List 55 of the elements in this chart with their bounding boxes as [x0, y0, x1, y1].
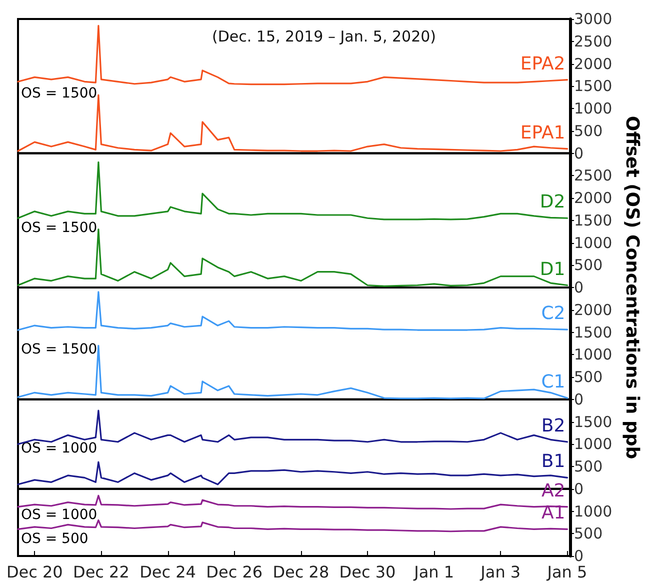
- y-tick-label: 500: [574, 122, 603, 140]
- x-tick-label: Dec 26: [206, 562, 263, 582]
- y-tick-label: 0: [574, 144, 584, 162]
- x-tick-label: Jan 5: [546, 562, 588, 582]
- y-tick-label: 2500: [574, 32, 612, 50]
- y-tick-label: 1000: [574, 234, 612, 252]
- text: (Dec. 15, 2019 – Jan. 5, 2020): [212, 28, 436, 46]
- y-tick-label: 1500: [574, 211, 612, 230]
- y-tick-label: 2500: [574, 166, 612, 185]
- x-tick-label: Jan 3: [480, 562, 521, 582]
- x-tick-label: Jan 1: [413, 562, 454, 582]
- y-tick-label: 0: [574, 547, 584, 565]
- y-tick-label: 0: [574, 278, 584, 296]
- x-tick-label: Dec 20: [6, 562, 63, 582]
- y-tick-label: 1000: [574, 435, 612, 454]
- line-series: [17, 24, 568, 86]
- line-series: [17, 291, 568, 331]
- y-tick-label: 2000: [574, 300, 612, 319]
- annotation: OS = 1000: [21, 440, 98, 456]
- series-label: D2: [540, 192, 566, 213]
- x-tick-label: Dec 28: [272, 562, 330, 582]
- y-tick-label: 2000: [574, 54, 612, 73]
- y-tick-label: 2000: [574, 189, 612, 207]
- y-tick-label: 500: [574, 458, 603, 476]
- y-tick-label: 3000: [574, 10, 612, 28]
- line-series: [17, 161, 568, 220]
- y-tick-label: 1500: [574, 412, 612, 431]
- series-label: EPA1: [520, 122, 566, 144]
- y-tick-label: 500: [574, 368, 603, 386]
- line-series: [17, 519, 568, 532]
- y-axis-title: Offset (OS) Concentrations in ppb: [622, 116, 642, 460]
- annotation: OS = 500: [21, 531, 88, 548]
- y-tick-label: 500: [574, 524, 603, 543]
- x-tick-label: Dec 24: [140, 562, 196, 582]
- line-series: [17, 344, 568, 400]
- series-label: C1: [541, 372, 566, 393]
- series-label: B1: [541, 451, 566, 472]
- x-tick-label: Dec 22: [73, 562, 130, 582]
- annotation: OS = 1500: [21, 341, 98, 358]
- y-tick-label: 500: [574, 256, 603, 274]
- y-tick-label: 1500: [574, 323, 612, 342]
- annotation: OS = 1000: [21, 507, 98, 524]
- series-label: EPA2: [520, 53, 566, 74]
- y-tick-label: 0: [574, 480, 584, 498]
- y-tick-label: 0: [574, 390, 584, 408]
- annotation: OS = 1500: [21, 86, 98, 102]
- y-tick-label: 1500: [574, 77, 612, 96]
- y-tick-label: 1000: [574, 100, 612, 118]
- series-label: D1: [540, 258, 566, 280]
- series-label: C2: [541, 303, 566, 324]
- y-tick-label: 1000: [574, 502, 612, 520]
- x-tick-label: Dec 30: [339, 562, 396, 582]
- annotation: OS = 1500: [21, 220, 98, 236]
- y-tick-label: 1000: [574, 346, 612, 364]
- series-label: B2: [541, 415, 566, 436]
